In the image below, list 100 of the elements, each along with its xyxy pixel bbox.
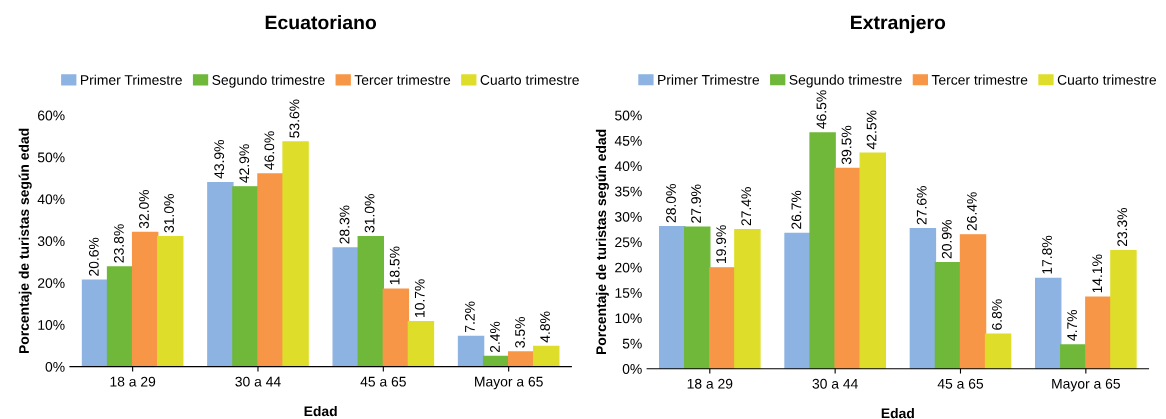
bar (332, 247, 359, 367)
data-label: 6.8% (991, 299, 1002, 330)
data-label: 23.3% (1117, 207, 1128, 247)
data-label: 26.4% (966, 192, 977, 231)
bar (282, 141, 309, 367)
data-label: 18.5% (389, 246, 400, 285)
bar (407, 321, 435, 367)
bar (533, 345, 560, 367)
y-tick-label: 30% (37, 236, 65, 247)
data-label: 28.3% (339, 205, 350, 244)
data-label: 39.5% (841, 125, 852, 165)
bar (382, 288, 410, 367)
data-label: 4.8% (540, 311, 550, 343)
legend-label: Primer Trimestre (658, 74, 760, 85)
bar (357, 236, 385, 367)
bar (207, 181, 234, 367)
x-tick-label: Mayor a 65 (475, 376, 543, 390)
y-tick-label: 30% (615, 211, 642, 222)
legend-label: Cuarto trimestre (480, 74, 579, 85)
y-tick-label: 15% (615, 288, 642, 298)
bar (507, 351, 535, 367)
y-tick-label: 25% (615, 237, 642, 248)
bar (232, 186, 259, 367)
data-label: 14.1% (1092, 254, 1103, 293)
data-label: 42.5% (866, 110, 877, 150)
y-axis-title: Porcentaje de turistas según edad (18, 128, 32, 354)
data-label: 19.9% (716, 225, 727, 263)
bar (1060, 344, 1087, 369)
x-tick-label: 18 a 29 (687, 378, 733, 389)
data-label: 10.7% (414, 279, 425, 317)
bar (959, 234, 987, 369)
bar (859, 152, 886, 369)
data-label: 31.0% (364, 194, 375, 233)
bar (106, 266, 134, 367)
bar (81, 279, 109, 367)
data-label: 27.6% (916, 186, 927, 225)
bar (734, 229, 761, 369)
bar (457, 335, 485, 367)
legend-label: Primer Trimestre (81, 74, 182, 85)
data-label: 17.8% (1042, 235, 1052, 274)
data-label: 23.8% (113, 224, 124, 263)
x-tick-label: 30 a 44 (235, 376, 281, 387)
y-tick-label: 20% (615, 262, 642, 273)
data-label: 27.9% (691, 184, 701, 223)
bar (784, 232, 811, 369)
data-label: 43.9% (214, 140, 225, 179)
data-label: 26.7% (791, 190, 802, 229)
x-tick-label: 18 a 29 (110, 376, 156, 387)
legend-label: Segundo trimestre (789, 74, 902, 88)
bar (157, 236, 184, 367)
y-tick-label: 50% (615, 110, 642, 121)
bar (257, 173, 284, 367)
data-label: 31.0% (164, 194, 174, 233)
bar (658, 226, 686, 369)
bar (684, 226, 711, 369)
data-label: 46.5% (816, 90, 827, 129)
x-tick-label: 30 a 44 (812, 378, 858, 389)
data-label: 42.9% (239, 144, 250, 183)
y-tick-label: 10% (38, 320, 65, 330)
data-label: 20.6% (88, 237, 99, 276)
y-tick-label: 0% (45, 361, 65, 372)
y-tick-label: 10% (615, 313, 642, 324)
y-tick-label: 0% (622, 364, 642, 374)
y-tick-label: 50% (37, 152, 65, 163)
chart-title: Ecuatoriano (265, 15, 377, 30)
data-label: 2.4% (490, 321, 500, 353)
bar (834, 167, 861, 369)
x-tick-label: Mayor a 65 (1052, 378, 1120, 392)
data-label: 7.2% (464, 301, 475, 332)
bar (1110, 249, 1137, 369)
y-tick-label: 60% (38, 110, 65, 121)
y-tick-label: 40% (614, 161, 642, 172)
y-tick-label: 35% (615, 186, 642, 197)
bar (809, 132, 836, 369)
bar (709, 267, 736, 369)
data-label: 3.5% (515, 317, 525, 348)
legend-label: Cuarto trimestre (1057, 74, 1157, 85)
data-label: 28.0% (666, 184, 676, 223)
legend-label: Segundo trimestre (212, 74, 325, 88)
data-label: 20.9% (941, 220, 952, 259)
legend-label: Tercer trimestre (931, 74, 1028, 85)
bar (909, 228, 937, 369)
chart-title: Extranjero (851, 15, 946, 34)
bar (131, 231, 159, 367)
x-tick-label: 45 a 65 (360, 376, 406, 387)
data-label: 32.0% (139, 189, 149, 229)
data-label: 46.0% (264, 131, 275, 170)
x-axis-title: Edad (881, 408, 914, 419)
bar (1035, 277, 1062, 369)
bar (934, 262, 962, 369)
x-tick-label: 45 a 65 (937, 378, 984, 389)
y-tick-label: 40% (37, 194, 65, 205)
data-label: 53.6% (289, 99, 300, 138)
bar (984, 333, 1012, 369)
y-tick-label: 5% (622, 338, 642, 349)
data-label: 27.4% (741, 187, 752, 226)
y-axis-title: Porcentaje de turistas según edad (595, 129, 609, 355)
data-label: 4.7% (1067, 309, 1077, 341)
bar (1085, 296, 1112, 369)
y-tick-label: 45% (614, 135, 642, 146)
